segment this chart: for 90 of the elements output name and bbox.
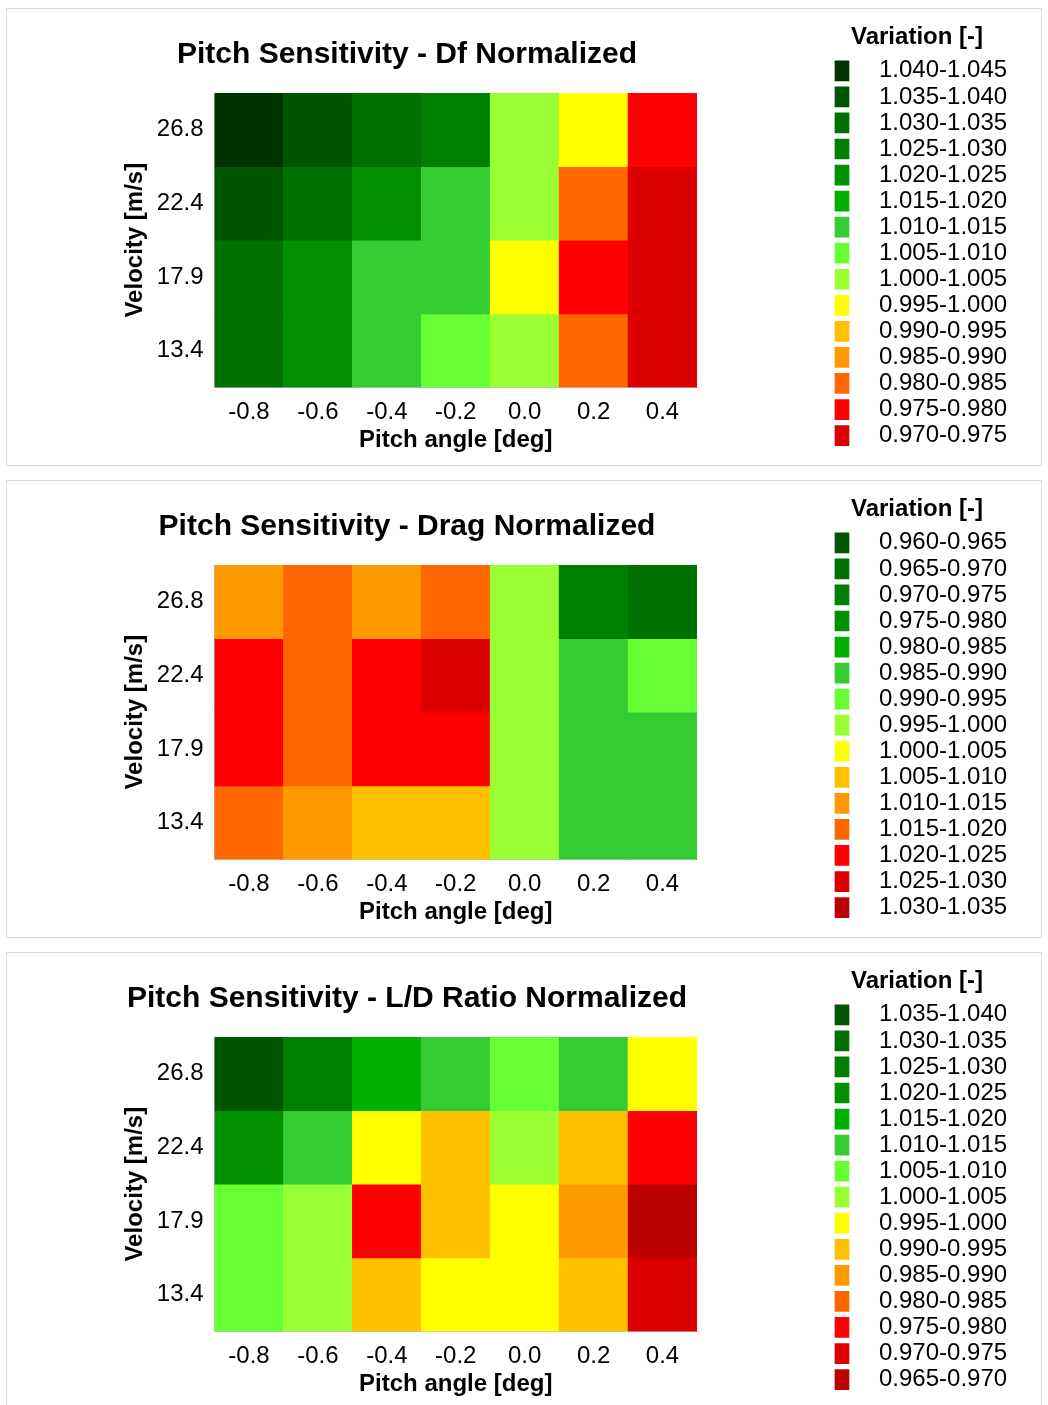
color-bar-label: 0.970-0.975 <box>879 1338 1008 1366</box>
y-tick-label: 13.4 <box>156 807 204 835</box>
color-bar-label: 0.995-1.000 <box>879 1207 1008 1235</box>
color-bar-label: 1.025-1.030 <box>879 866 1008 894</box>
y-axis-title: Velocity [m/s] <box>120 634 148 790</box>
color-bar-title: Variation [-] <box>850 494 984 522</box>
color-bar-label: 0.985-0.990 <box>879 342 1008 370</box>
x-tick-label: -0.8 <box>228 1341 270 1369</box>
color-bar-label: 1.015-1.020 <box>879 814 1008 842</box>
color-bar-label: 1.005-1.010 <box>879 1155 1008 1183</box>
color-bar-label: 0.990-0.995 <box>879 683 1008 711</box>
x-axis-title: Pitch angle [deg] <box>359 897 553 925</box>
color-bar-label: 1.030-1.035 <box>879 892 1008 920</box>
color-bar-label: 1.015-1.020 <box>879 185 1008 213</box>
x-tick-label: 0.2 <box>576 397 611 425</box>
y-tick-label: 13.4 <box>156 335 204 363</box>
color-bar-label: 0.980-0.985 <box>879 1286 1008 1314</box>
y-axis-title: Velocity [m/s] <box>120 1106 148 1262</box>
x-tick-label: -0.4 <box>366 869 408 897</box>
y-tick-label: 17.9 <box>156 261 204 289</box>
color-bar-label: 0.985-0.990 <box>879 657 1008 685</box>
y-tick-label: 22.4 <box>156 1132 204 1160</box>
x-tick-label: -0.4 <box>366 397 408 425</box>
color-bar-label: 1.005-1.010 <box>879 761 1008 789</box>
chart-title: Pitch Sensitivity - L/D Ratio Normalized <box>126 980 688 1014</box>
color-bar-label: 0.980-0.985 <box>879 368 1008 396</box>
color-bar-label: 0.975-0.980 <box>879 605 1008 633</box>
color-bar-title: Variation [-] <box>850 966 984 994</box>
color-bar-label: 1.025-1.030 <box>879 1051 1008 1079</box>
color-bar-label: 0.995-1.000 <box>879 709 1008 737</box>
color-bar-label: 0.970-0.975 <box>879 579 1008 607</box>
x-tick-label: 0.4 <box>645 869 680 897</box>
color-bar-label: 0.965-0.970 <box>879 553 1008 581</box>
x-tick-label: 0.4 <box>645 1341 680 1369</box>
color-bar-label: 0.980-0.985 <box>879 631 1008 659</box>
x-axis-title: Pitch angle [deg] <box>359 1369 553 1397</box>
x-tick-label: -0.2 <box>435 869 477 897</box>
x-tick-label: -0.6 <box>297 1341 339 1369</box>
color-bar-label: 1.010-1.015 <box>879 787 1008 815</box>
x-tick-label: 0.0 <box>507 1341 542 1369</box>
color-bar-label: 1.005-1.010 <box>879 237 1008 265</box>
x-tick-label: 0.2 <box>576 1341 611 1369</box>
x-axis-title: Pitch angle [deg] <box>359 425 553 453</box>
y-tick-label: 26.8 <box>156 586 204 614</box>
y-tick-label: 22.4 <box>156 188 204 216</box>
color-bar-label: 1.000-1.005 <box>879 735 1008 763</box>
x-tick-label: -0.4 <box>366 1341 408 1369</box>
color-bar-title: Variation [-] <box>850 22 984 50</box>
color-bar-label: 1.025-1.030 <box>879 133 1008 161</box>
x-tick-label: -0.6 <box>297 869 339 897</box>
color-bar-label: 0.970-0.975 <box>879 420 1008 448</box>
color-bar-label: 1.035-1.040 <box>879 81 1008 109</box>
color-bar-label: 1.020-1.025 <box>879 159 1008 187</box>
x-tick-label: 0.0 <box>507 397 542 425</box>
color-bar-label: 0.960-0.965 <box>879 527 1008 555</box>
color-bar-label: 1.015-1.020 <box>879 1103 1008 1131</box>
x-tick-label: -0.8 <box>228 397 270 425</box>
chart-title: Pitch Sensitivity - Drag Normalized <box>158 508 656 542</box>
color-bar-label: 0.975-0.980 <box>879 1312 1008 1340</box>
x-tick-label: -0.6 <box>297 397 339 425</box>
color-bar-label: 1.020-1.025 <box>879 840 1008 868</box>
color-bar-label: 1.000-1.005 <box>879 263 1008 291</box>
color-bar-label: 0.990-0.995 <box>879 315 1008 343</box>
y-tick-label: 17.9 <box>156 733 204 761</box>
color-bar-label: 1.010-1.015 <box>879 211 1008 239</box>
color-bar-label: 1.035-1.040 <box>879 999 1008 1027</box>
x-tick-label: 0.0 <box>507 869 542 897</box>
y-tick-label: 26.8 <box>156 1058 204 1086</box>
color-bar-label: 1.000-1.005 <box>879 1181 1008 1209</box>
x-tick-label: 0.4 <box>645 397 680 425</box>
color-bar-label: 0.990-0.995 <box>879 1233 1008 1261</box>
x-tick-label: 0.2 <box>576 869 611 897</box>
x-tick-label: -0.8 <box>228 869 270 897</box>
y-tick-label: 13.4 <box>156 1279 204 1307</box>
color-bar-label: 1.040-1.045 <box>879 55 1008 83</box>
color-bar-label: 1.030-1.035 <box>879 107 1008 135</box>
color-bar-label: 1.010-1.015 <box>879 1129 1008 1157</box>
x-tick-label: -0.2 <box>435 397 477 425</box>
color-bar-label: 0.965-0.970 <box>879 1364 1008 1392</box>
color-bar-label: 1.020-1.025 <box>879 1077 1008 1105</box>
x-tick-label: -0.2 <box>435 1341 477 1369</box>
color-bar-label: 0.975-0.980 <box>879 394 1008 422</box>
y-tick-label: 17.9 <box>156 1205 204 1233</box>
color-bar-label: 1.030-1.035 <box>879 1025 1008 1053</box>
color-bar-label: 0.985-0.990 <box>879 1259 1008 1287</box>
y-tick-label: 26.8 <box>156 114 204 142</box>
y-axis-title: Velocity [m/s] <box>120 162 148 318</box>
y-tick-label: 22.4 <box>156 660 204 688</box>
chart-title: Pitch Sensitivity - Df Normalized <box>176 36 638 70</box>
color-bar-label: 0.995-1.000 <box>879 289 1008 317</box>
